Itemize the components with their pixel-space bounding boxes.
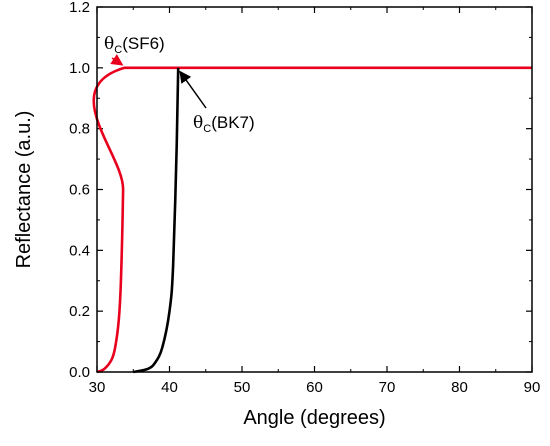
- x-tick-label: 30: [89, 379, 106, 396]
- x-tick-label: 70: [379, 379, 396, 396]
- x-tick-label: 60: [306, 379, 323, 396]
- y-tick-label: 0.2: [69, 303, 90, 320]
- y-tick-label: 0.8: [69, 121, 90, 138]
- x-tick-label: 80: [451, 379, 468, 396]
- annotation-label: θC(BK7): [193, 113, 255, 135]
- plot-frame: [96, 6, 533, 373]
- series-line-2: [132, 67, 180, 374]
- annotations: θC(SF6) θC(BK7): [104, 34, 255, 135]
- y-tick-label: 0.6: [69, 182, 90, 199]
- x-axis-title: Angle (degrees): [243, 407, 385, 429]
- y-tick-label: 1.2: [69, 0, 90, 16]
- x-tick-label: 90: [524, 379, 541, 396]
- series-line-1: [92, 66, 532, 374]
- x-tick-label: 50: [234, 379, 251, 396]
- y-tick-label: 0.4: [69, 242, 90, 259]
- axis-ticks: [96, 6, 533, 373]
- annotation-arrow: [110, 54, 124, 66]
- x-tick-label: 40: [161, 379, 178, 396]
- y-tick-label: 1.0: [69, 60, 90, 77]
- y-tick-label: 0.0: [69, 364, 90, 381]
- annotation-label: θC(SF6): [104, 34, 165, 56]
- y-axis-title: Reflectance (a.u.): [13, 111, 35, 269]
- annotation-arrow: [179, 70, 207, 109]
- tick-labels: 30 40 50 60 70 80 90 0.0 0.2 0.4 0.6 0.8 1.0 1.2: [69, 0, 540, 396]
- series-group: [92, 66, 532, 374]
